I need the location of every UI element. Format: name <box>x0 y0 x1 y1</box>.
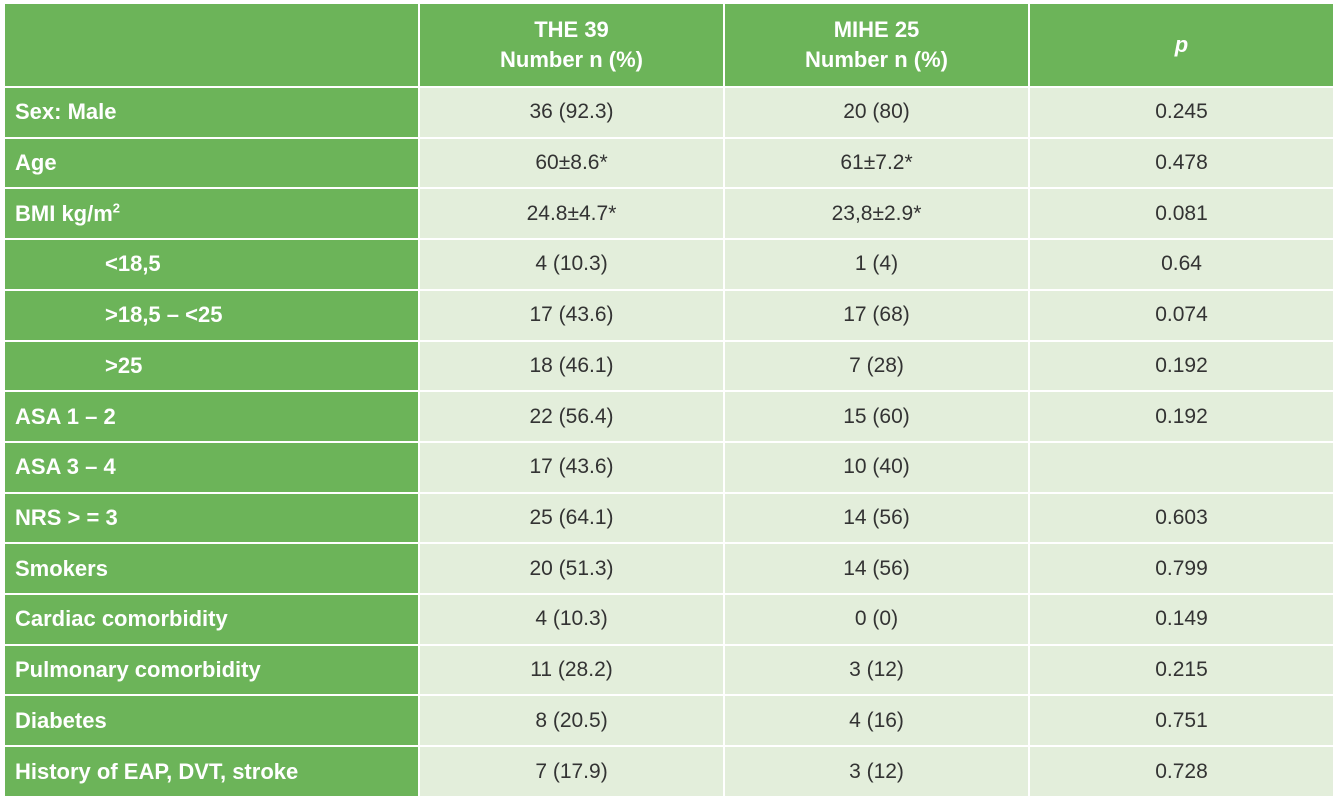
row-label-cell: Sex: Male <box>3 86 420 139</box>
mihe-value-cell: 4 (16) <box>723 694 1030 748</box>
row-label: Cardiac comorbidity <box>15 606 228 632</box>
row-label: ASA 3 – 4 <box>15 454 116 480</box>
header-mihe-subtitle: Number n (%) <box>805 47 948 72</box>
mihe-value-cell: 20 (80) <box>723 86 1030 139</box>
row-label-cell: BMI kg/m2 <box>3 187 420 241</box>
row-label-cell: NRS > = 3 <box>3 491 420 545</box>
the-value-cell: 20 (51.3) <box>418 542 725 596</box>
table-row: >18,5 – <25 17 (43.6) 17 (68) 0.074 <box>3 288 1335 342</box>
mihe-value-cell: 1 (4) <box>723 238 1030 291</box>
table-row: History of EAP, DVT, stroke 7 (17.9) 3 (12… <box>3 745 1335 798</box>
the-value-cell: 4 (10.3) <box>418 238 725 291</box>
header-p-value: p <box>1028 2 1335 88</box>
the-value-cell: 60±8.6* <box>418 136 725 190</box>
row-label-cell: >18,5 – <25 <box>3 288 420 342</box>
p-value-cell: 0.751 <box>1028 694 1335 748</box>
p-value-cell: 0.245 <box>1028 86 1335 139</box>
row-label: NRS > = 3 <box>15 504 118 530</box>
mihe-value-cell: 14 (56) <box>723 542 1030 596</box>
patient-characteristics-table-container: THE 39 Number n (%) MIHE 25 Number n (%)… <box>3 2 1335 798</box>
p-value-cell: 0.478 <box>1028 136 1335 190</box>
row-label-cell: >25 <box>3 339 420 393</box>
p-value-cell: 0.603 <box>1028 491 1335 545</box>
p-value-cell: 0.192 <box>1028 339 1335 393</box>
the-value-cell: 17 (43.6) <box>418 288 725 342</box>
row-label: Smokers <box>15 555 108 581</box>
p-value-cell: 0.074 <box>1028 288 1335 342</box>
row-label-cell: History of EAP, DVT, stroke <box>3 745 420 798</box>
mihe-value-cell: 14 (56) <box>723 491 1030 545</box>
mihe-value-cell: 0 (0) <box>723 593 1030 646</box>
mihe-value-cell: 61±7.2* <box>723 136 1030 190</box>
the-value-cell: 18 (46.1) <box>418 339 725 393</box>
row-label-superscript: 2 <box>112 200 121 216</box>
p-value-cell: 0.192 <box>1028 390 1335 443</box>
header-mihe-title: MIHE 25 <box>833 17 920 42</box>
p-value-cell: 0.215 <box>1028 643 1335 697</box>
the-value-cell: 7 (17.9) <box>418 745 725 798</box>
table-header: THE 39 Number n (%) MIHE 25 Number n (%)… <box>3 2 1335 88</box>
mihe-value-cell: 10 (40) <box>723 440 1030 494</box>
the-value-cell: 24.8±4.7* <box>418 187 725 241</box>
table-row: BMI kg/m2 24.8±4.7* 23,8±2.9* 0.081 <box>3 187 1335 241</box>
p-value-cell: 0.799 <box>1028 542 1335 596</box>
p-value-cell: 0.64 <box>1028 238 1335 291</box>
table-row: ASA 3 – 4 17 (43.6) 10 (40) <box>3 440 1335 494</box>
p-value-cell <box>1028 440 1335 494</box>
table-row: Diabetes 8 (20.5) 4 (16) 0.751 <box>3 694 1335 748</box>
the-value-cell: 4 (10.3) <box>418 593 725 646</box>
mihe-value-cell: 3 (12) <box>723 643 1030 697</box>
mihe-value-cell: 17 (68) <box>723 288 1030 342</box>
table-row: Cardiac comorbidity 4 (10.3) 0 (0) 0.149 <box>3 593 1335 646</box>
table-row: <18,5 4 (10.3) 1 (4) 0.64 <box>3 238 1335 291</box>
row-label: ASA 1 – 2 <box>15 403 116 429</box>
patient-characteristics-table: THE 39 Number n (%) MIHE 25 Number n (%)… <box>3 2 1335 798</box>
table-row: Smokers 20 (51.3) 14 (56) 0.799 <box>3 542 1335 596</box>
row-label: Pulmonary comorbidity <box>15 657 261 683</box>
row-label: >18,5 – <25 <box>105 302 223 328</box>
p-value-cell: 0.149 <box>1028 593 1335 646</box>
p-value-cell: 0.728 <box>1028 745 1335 798</box>
row-label-cell: Pulmonary comorbidity <box>3 643 420 697</box>
row-label-cell: ASA 3 – 4 <box>3 440 420 494</box>
mihe-value-cell: 15 (60) <box>723 390 1030 443</box>
row-label: Diabetes <box>15 707 107 733</box>
mihe-value-cell: 7 (28) <box>723 339 1030 393</box>
row-label-cell: Smokers <box>3 542 420 596</box>
header-the-title: THE 39 <box>534 17 609 42</box>
the-value-cell: 8 (20.5) <box>418 694 725 748</box>
row-label: Age <box>15 150 57 176</box>
the-value-cell: 17 (43.6) <box>418 440 725 494</box>
table-row: ASA 1 – 2 22 (56.4) 15 (60) 0.192 <box>3 390 1335 443</box>
row-label-cell: Diabetes <box>3 694 420 748</box>
table-row: Age 60±8.6* 61±7.2* 0.478 <box>3 136 1335 190</box>
row-label: Sex: Male <box>15 99 117 125</box>
the-value-cell: 25 (64.1) <box>418 491 725 545</box>
the-value-cell: 36 (92.3) <box>418 86 725 139</box>
row-label: <18,5 <box>105 251 161 277</box>
header-row: THE 39 Number n (%) MIHE 25 Number n (%)… <box>3 2 1335 88</box>
row-label-cell: ASA 1 – 2 <box>3 390 420 443</box>
table-row: Sex: Male 36 (92.3) 20 (80) 0.245 <box>3 86 1335 139</box>
table-row: NRS > = 3 25 (64.1) 14 (56) 0.603 <box>3 491 1335 545</box>
table-row: >25 18 (46.1) 7 (28) 0.192 <box>3 339 1335 393</box>
row-label-cell: Age <box>3 136 420 190</box>
row-label-cell: Cardiac comorbidity <box>3 593 420 646</box>
header-the-subtitle: Number n (%) <box>500 47 643 72</box>
the-value-cell: 22 (56.4) <box>418 390 725 443</box>
header-corner-cell <box>3 2 420 88</box>
row-label: History of EAP, DVT, stroke <box>15 758 299 784</box>
row-label: >25 <box>105 352 143 378</box>
table-body: Sex: Male 36 (92.3) 20 (80) 0.245 Age 60±8.6*… <box>3 86 1335 798</box>
header-the-group: THE 39 Number n (%) <box>418 2 725 88</box>
mihe-value-cell: 23,8±2.9* <box>723 187 1030 241</box>
header-mihe-group: MIHE 25 Number n (%) <box>723 2 1030 88</box>
row-label-cell: <18,5 <box>3 238 420 291</box>
row-label: BMI kg/m <box>15 200 113 226</box>
table-row: Pulmonary comorbidity 11 (28.2) 3 (12) 0.21… <box>3 643 1335 697</box>
p-value-cell: 0.081 <box>1028 187 1335 241</box>
the-value-cell: 11 (28.2) <box>418 643 725 697</box>
mihe-value-cell: 3 (12) <box>723 745 1030 798</box>
